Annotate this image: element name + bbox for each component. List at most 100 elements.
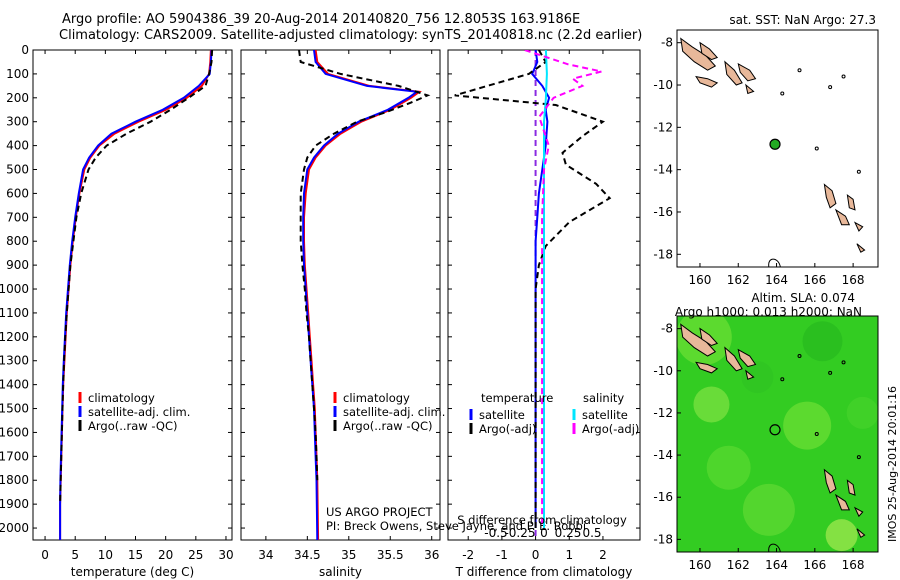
map-ytick-label: -8 [661,36,673,50]
map-ytick-label: -16 [653,490,673,504]
xtick-label: 30 [218,548,233,562]
sla-anomaly-patch [706,445,751,490]
legend-label: Argo(-adj) [582,422,639,436]
ytick-label: 1500 [0,402,29,416]
difference-panel-series [454,50,612,540]
ytick-label: 1600 [0,425,29,439]
coastline [768,543,781,552]
sst-map-frame [676,29,879,268]
sst-map: 160 162 164 166 168 -8 -10 -12 -14 -16 -18 sat. SST… [653,13,879,287]
coastline [768,258,781,267]
map-title: sat. SST: NaN Argo: 27.3 [729,13,876,27]
salinity-panel: 34 34.5 35 35.5 36salinityclimatologysatelli… [240,49,586,579]
xtick-label: 1 [565,548,573,562]
reef-marker [814,146,819,151]
sla-anomaly-patch [742,483,795,536]
ytick-label: 1800 [0,473,29,487]
xtick-label: 5 [71,548,79,562]
map-xtick-label: 164 [765,558,788,572]
map-ytick-label: -8 [661,322,673,336]
reef-marker [828,370,833,375]
map-xtick-label: 168 [842,273,865,287]
map-ytick-label: -12 [653,406,673,420]
map-xtick-label: 160 [689,273,712,287]
land-polygon [680,323,717,357]
temperature-panel-series [59,50,214,540]
argo-float-marker [769,424,781,436]
land-polygon [834,208,851,226]
sla-map-frame [676,315,879,553]
land-polygon [699,327,719,347]
land-polygon [856,243,866,253]
series-line [59,50,214,505]
ytick-label: 1300 [0,354,29,368]
ytick-label: 800 [6,234,29,248]
xtick-label: 0 [532,548,540,562]
sla-anomaly-patch [846,396,878,429]
xtick-label: 2 [599,548,607,562]
land-polygon [846,193,856,211]
land-polygon [695,361,719,374]
reef-marker [856,169,861,174]
map-xtick-label: 164 [765,273,788,287]
land-polygon [745,83,755,95]
ytick-label: 1400 [0,378,29,392]
reef-marker [828,85,833,90]
temperature-panel: 0100200300400500600700800900100011001200… [0,43,234,579]
x-axis-label: temperature (deg C) [71,565,194,579]
ytick-label: 1000 [0,282,29,296]
map-ytick-label: -14 [653,163,673,177]
xtick-label: 35 [341,548,356,562]
x2tick-label: -0.5 [484,526,507,540]
sla-anomaly-patch [802,321,843,362]
difference-panel-frame [447,49,641,541]
land-polygon [695,75,719,88]
map-xtick-label: 160 [689,558,712,572]
x2-axis-label: S difference from climatology [457,513,627,527]
land-polygon [737,62,757,82]
land-polygon [846,479,856,496]
ytick-label: 900 [6,258,29,272]
sla-map-content [677,316,878,552]
map-xtick-label: 166 [803,558,826,572]
temperature-panel-frame [32,49,233,541]
argo-float-marker [769,138,781,150]
sla-anomaly-patch [825,519,858,552]
legend-label: Argo(..raw -QC) [343,419,433,433]
x2tick-label: 0.5 [582,526,601,540]
reef-marker [814,432,819,436]
legend-label: satellite-adj. clim. [343,405,445,419]
series-line [303,50,422,540]
figure-title-line1: Argo profile: AO 5904386_39 20-Aug-2014 … [62,12,581,27]
map-title: Altim. SLA: 0.074 [751,291,855,305]
legend-label: satellite [582,408,628,422]
land-polygon [724,346,743,372]
map-ytick-label: -10 [653,364,673,378]
land-polygon [853,221,864,232]
ytick-label: 700 [6,210,29,224]
x-axis-label: T difference from climatology [455,565,633,579]
reef-marker [797,68,802,73]
sst-map-content [677,30,878,267]
map-xtick-label: 162 [727,273,750,287]
reef-marker [856,455,861,460]
ytick-label: 1700 [0,449,29,463]
xtick-label: 35.5 [377,548,404,562]
reef-marker [780,91,785,96]
land-polygon [856,528,866,539]
map-ytick-label: -14 [653,448,673,462]
xtick-label: 0 [41,548,49,562]
map-xtick-label: 166 [803,273,826,287]
ytick-label: 200 [6,91,29,105]
x2tick-label: 0.25 [555,526,582,540]
xtick-label: 20 [158,548,173,562]
ytick-label: 600 [6,186,29,200]
map-ytick-label: -12 [653,120,673,134]
pi-annotation: PI: Breck Owens, Steve Jayne, and P. E. … [326,519,586,533]
series-line [298,50,431,481]
map-ytick-label: -18 [653,532,673,546]
sla-anomaly-patch [693,386,730,423]
xtick-label: 34.5 [294,548,321,562]
sla-anomaly-patch [783,401,832,450]
